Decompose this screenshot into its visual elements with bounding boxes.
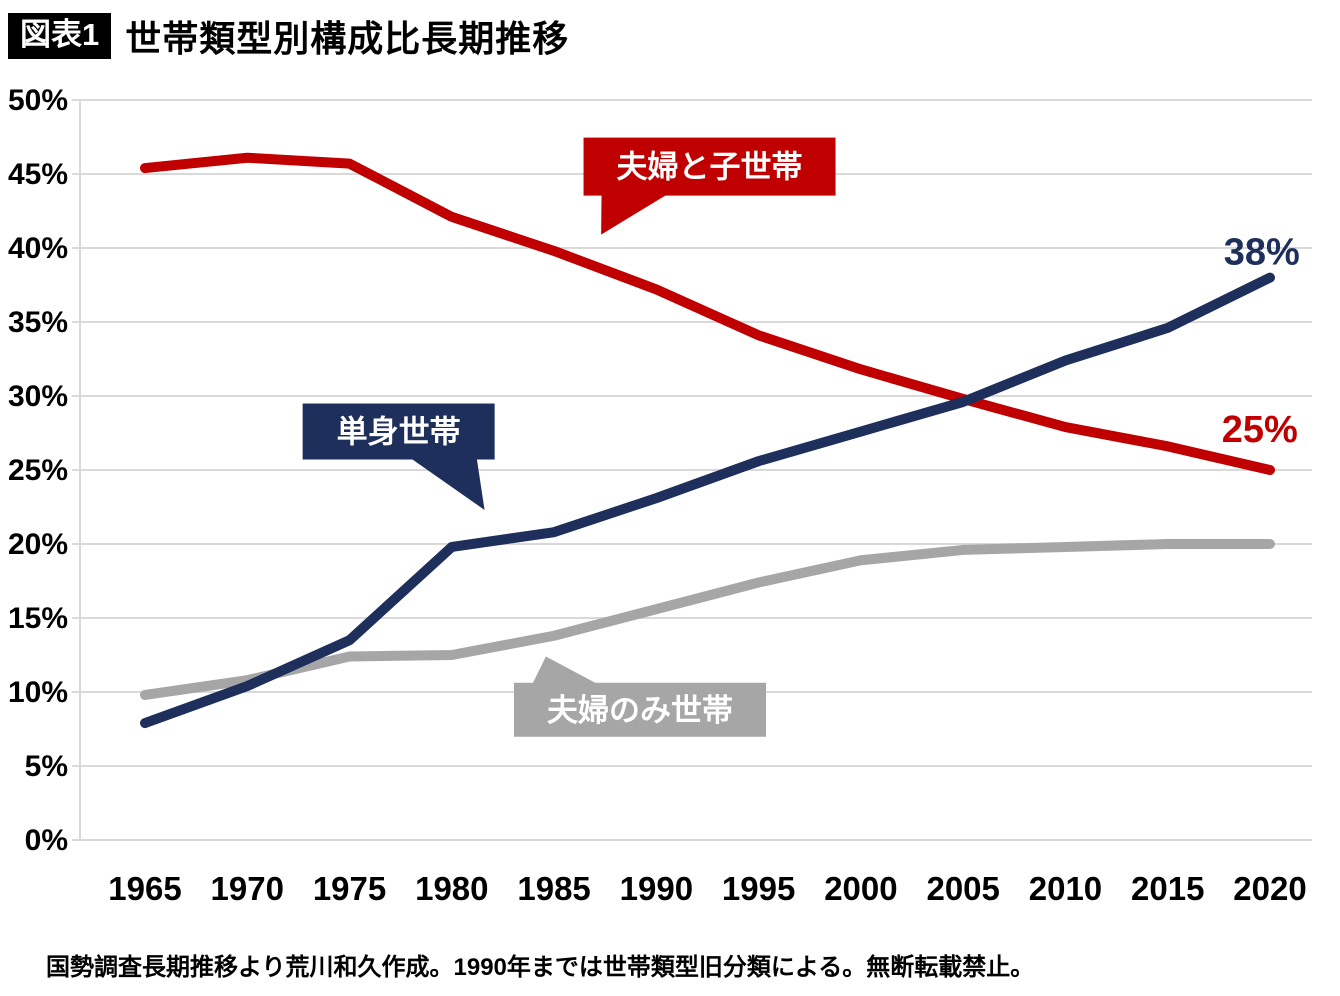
callout-tail-single-person	[409, 457, 485, 510]
series-line-couple-only	[140, 539, 1275, 700]
x-axis-label: 1990	[620, 870, 693, 907]
y-axis-label: 25%	[8, 454, 68, 487]
x-axis-label: 1965	[108, 870, 181, 907]
y-axis-label: 45%	[8, 158, 68, 191]
y-axis-label: 40%	[8, 232, 68, 265]
figure-number-badge: 図表1	[8, 13, 112, 59]
x-axis-label: 1985	[517, 870, 590, 907]
callout-box-couple-with-children	[583, 137, 836, 196]
series-end-value-single-person: 38%	[1224, 231, 1300, 273]
series-line-single-person	[140, 272, 1275, 729]
y-axis-label: 35%	[8, 306, 68, 339]
x-axis-label: 2005	[926, 870, 999, 907]
callout-label-couple-with-children: 夫婦と子世帯	[617, 150, 803, 185]
y-axis-label: 50%	[8, 84, 68, 117]
callout-box-single-person	[302, 403, 495, 460]
x-axis-label: 2000	[824, 870, 897, 907]
y-axis-label: 0%	[25, 824, 68, 857]
callout-label-couple-only: 夫婦のみ世帯	[547, 693, 733, 728]
y-axis-label: 5%	[25, 750, 68, 783]
y-axis-label: 10%	[8, 676, 68, 709]
callout-tail-couple-only	[532, 656, 599, 685]
y-axis-label: 30%	[8, 380, 68, 413]
x-axis-label: 1995	[722, 870, 795, 907]
callout-box-couple-only	[514, 682, 766, 737]
callout-tail-couple-with-children	[601, 193, 669, 235]
x-axis-label: 1975	[313, 870, 386, 907]
series-end-value-couple-with-children: 25%	[1222, 409, 1298, 451]
chart-title: 世帯類型別構成比長期推移	[125, 18, 570, 59]
x-axis-label: 1970	[211, 870, 284, 907]
callout-label-single-person: 単身世帯	[337, 415, 461, 450]
chart-header: 図表1 世帯類型別構成比長期推移	[8, 10, 569, 62]
y-axis-label: 15%	[8, 602, 68, 635]
x-axis-label: 2020	[1233, 870, 1306, 907]
x-axis-label: 2010	[1029, 870, 1102, 907]
series-line-couple-with-children	[140, 152, 1275, 475]
source-note: 国勢調査長期推移より荒川和久作成。1990年までは世帯類型旧分類による。無断転載…	[46, 954, 1035, 981]
x-axis-label: 1980	[415, 870, 488, 907]
x-axis-label: 2015	[1131, 870, 1204, 907]
y-axis-label: 20%	[8, 528, 68, 561]
